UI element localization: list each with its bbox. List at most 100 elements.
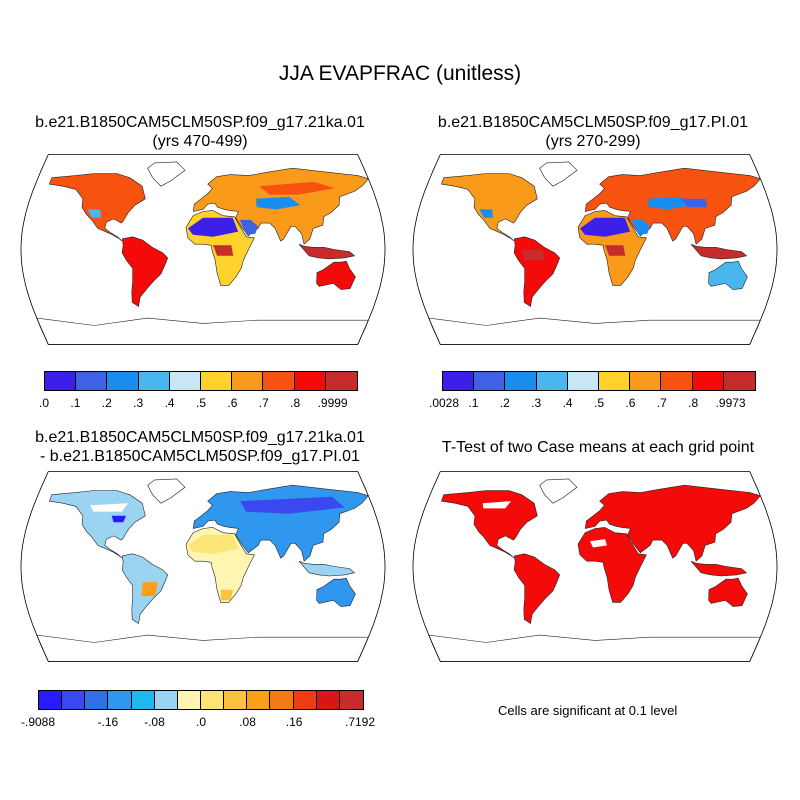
colorbar-case1 (44, 371, 358, 391)
colorbar-swatch (108, 691, 132, 709)
region-kalahari (218, 268, 232, 280)
colorbar-case2 (442, 371, 756, 391)
colorbar-swatch (85, 691, 109, 709)
colorbar-tick-label: .0 (38, 396, 50, 410)
map-outline (412, 471, 778, 662)
colorbar-swatch (723, 372, 756, 390)
region-amazon (522, 249, 545, 261)
region-sahara (188, 534, 239, 554)
colorbar-tick-label: .6 (227, 396, 238, 410)
continent-indonesia (298, 243, 356, 260)
colorbar-tick-label: .4 (562, 396, 573, 410)
continent-greenland (147, 478, 186, 504)
colorbar-swatch (263, 372, 295, 390)
colorbar-tick-label: .8 (688, 396, 699, 410)
colorbar-swatch (630, 372, 662, 390)
region-congo (213, 245, 234, 256)
colorbar-swatch (692, 372, 724, 390)
map-outline (20, 154, 386, 345)
continent-namerica (48, 490, 146, 559)
colorbar-tick-label: .8 (290, 396, 301, 410)
region-siberia (240, 496, 345, 514)
colorbar-swatch (293, 691, 317, 709)
colorbar-tick-label: -.08 (144, 715, 165, 729)
region-canada (90, 503, 129, 512)
region-brazil (141, 582, 158, 597)
region-sw-usa (87, 209, 101, 218)
continent-antarctica (428, 317, 761, 345)
colorbar-swatch (567, 372, 600, 390)
region-australia-in (715, 272, 735, 284)
colorbar-swatch (443, 372, 475, 390)
region-great-lakes (111, 515, 127, 523)
region-siberia (259, 181, 335, 195)
colorbar-tick-label: .5 (195, 396, 207, 410)
region-central-asia (255, 196, 301, 210)
panel1-title: b.e21.B1850CAM5CLM50SP.f09_g17.21ka.01 (… (20, 113, 380, 151)
region-arabia (631, 219, 650, 235)
map-outline (412, 154, 778, 345)
colorbar-swatch (200, 691, 225, 709)
panel2-title: b.e21.B1850CAM5CLM50SP.f09_g17.PI.01 (yr… (408, 113, 778, 151)
continent-indonesia (690, 560, 748, 577)
colorbar-swatch (325, 372, 358, 390)
map-ttest (412, 471, 778, 662)
continent-indonesia (690, 243, 748, 260)
map-outline (20, 471, 386, 662)
continent-australia (316, 260, 356, 290)
colorbar-tick-label: .5 (593, 396, 605, 410)
continent-antarctica (36, 317, 369, 345)
colorbar-swatch (39, 691, 63, 709)
colorbar-tick-label: .0028 (428, 396, 460, 410)
colorbar-swatch (247, 691, 271, 709)
colorbar-swatch (76, 372, 108, 390)
continent-greenland (147, 161, 186, 187)
panel2-title-line1: b.e21.B1850CAM5CLM50SP.f09_g17.PI.01 (437, 114, 749, 131)
panel2-title-line2: (yrs 270-299) (545, 133, 641, 150)
colorbar-swatch (138, 372, 170, 390)
region-congo (605, 245, 626, 256)
continent-indonesia (298, 560, 356, 577)
colorbar-swatch (177, 691, 201, 709)
map-case2 (412, 154, 778, 345)
colorbar-diff (38, 690, 364, 710)
colorbar-tick-label: .6 (625, 396, 636, 410)
map-diff (20, 471, 386, 662)
region-mongolia (681, 198, 708, 208)
colorbar-tick-label: .7192 (344, 715, 376, 729)
region-greenland-cap (550, 484, 569, 495)
colorbar-tick-label: .9999 (317, 396, 348, 410)
colorbar-swatch (599, 372, 631, 390)
continent-samerica (513, 236, 561, 308)
continent-eurasia (584, 484, 761, 562)
colorbar-tick-label: .2 (499, 396, 510, 410)
continent-greenland (539, 161, 578, 187)
panel1-title-line2: (yrs 470-499) (152, 133, 248, 150)
colorbar-tick-label: .4 (164, 396, 175, 410)
colorbar-tick-label: .1 (468, 396, 479, 410)
continent-samerica (513, 553, 561, 625)
colorbar-swatch (201, 372, 233, 390)
colorbar-swatch (474, 372, 506, 390)
colorbar-tick-label: .3 (531, 396, 542, 410)
continent-namerica (440, 173, 538, 242)
continent-namerica (48, 173, 146, 242)
panel3-title-line1: b.e21.B1850CAM5CLM50SP.f09_g17.21ka.01 (35, 429, 365, 446)
colorbar-swatch (169, 372, 202, 390)
colorbar-tick-label: .7 (258, 396, 269, 410)
colorbar-tick-label: .3 (133, 396, 144, 410)
continent-australia (316, 577, 356, 607)
continent-namerica (440, 490, 538, 559)
region-sw-usa (479, 209, 493, 218)
colorbar-swatch (154, 691, 178, 709)
colorbar-swatch (131, 691, 155, 709)
colorbar-tick-label: -.9088 (20, 715, 56, 729)
colorbar-swatch (339, 691, 363, 709)
region-central-asia (647, 196, 693, 210)
significance-note: Cells are significant at 0.1 level (498, 703, 678, 718)
colorbar-tick-label: -.16 (97, 715, 119, 729)
continent-samerica (121, 236, 169, 308)
colorbar-swatch (316, 691, 340, 709)
map-case1 (20, 154, 386, 345)
colorbar-tick-label: .0 (195, 715, 207, 729)
